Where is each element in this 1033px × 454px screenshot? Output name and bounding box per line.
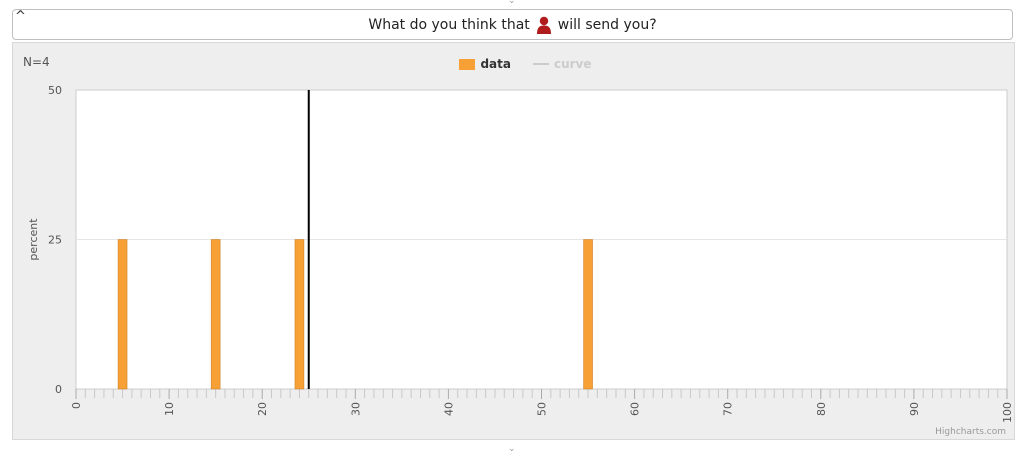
y-axis-title: percent xyxy=(27,218,40,261)
legend-swatch-curve xyxy=(532,63,549,65)
y-tick-label: 25 xyxy=(48,234,62,247)
question-before: What do you think that xyxy=(368,16,530,33)
legend-item-data[interactable]: data xyxy=(459,57,511,71)
bottom-arrow-icon: ⌄ xyxy=(508,444,516,454)
x-tick-label: 0 xyxy=(70,402,83,409)
x-tick-label: 80 xyxy=(815,402,828,416)
x-tick-label: 40 xyxy=(442,402,455,416)
x-tick-label: 60 xyxy=(629,402,642,416)
collapse-icon[interactable]: ^ xyxy=(15,9,26,24)
y-tick-label: 0 xyxy=(55,383,62,396)
x-tick-label: 30 xyxy=(349,402,362,416)
x-tick-label: 100 xyxy=(1001,402,1014,423)
x-tick-label: 50 xyxy=(536,402,549,416)
chart-panel: N=4 data curve 0 25 50 percent 0 10 20 30 40 50 60… xyxy=(12,42,1015,440)
x-tick-label: 70 xyxy=(722,402,735,416)
legend-swatch-data xyxy=(459,58,476,70)
top-arrow-icon: ⌄ xyxy=(508,0,516,6)
x-tick-label: 20 xyxy=(256,402,269,416)
chart-plot: 0 25 50 percent 0 10 20 30 40 50 60 70 80 90 100 xyxy=(27,84,1014,423)
x-tick-label: 10 xyxy=(163,402,176,416)
legend-label-curve: curve xyxy=(553,57,592,71)
question-bar: ^ What do you think that will send you? xyxy=(12,9,1013,40)
chart-credit[interactable]: Highcharts.com xyxy=(935,427,1006,437)
n-count-label: N=4 xyxy=(23,55,50,69)
question-text: What do you think that will send you? xyxy=(13,10,1012,39)
chart-legend: data curve xyxy=(25,57,1026,71)
data-bar xyxy=(117,239,128,390)
legend-item-curve[interactable]: curve xyxy=(532,57,592,71)
question-after: will send you? xyxy=(557,16,657,33)
person-icon xyxy=(536,16,552,34)
legend-label-data: data xyxy=(480,57,511,71)
data-bar xyxy=(583,239,593,390)
data-bar xyxy=(294,239,305,390)
y-tick-label: 50 xyxy=(48,84,62,97)
data-bar xyxy=(210,239,221,390)
x-tick-label: 90 xyxy=(908,402,921,416)
